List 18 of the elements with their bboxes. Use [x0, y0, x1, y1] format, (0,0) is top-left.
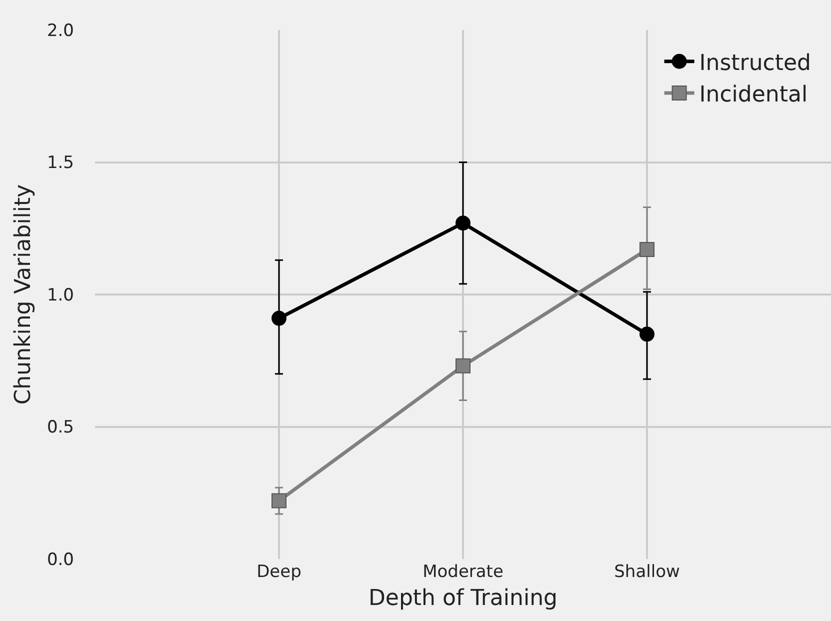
y-tick-label: 1.5 [46, 153, 74, 174]
y-axis-title: Chunking Variability [10, 184, 36, 405]
point [272, 310, 286, 326]
y-tick-label: 0.0 [46, 550, 74, 570]
x-tick-label: Shallow [614, 562, 680, 582]
y-tick-label: 0.5 [46, 418, 74, 438]
point [640, 242, 654, 258]
point [456, 358, 470, 374]
point [272, 493, 286, 508]
x-tick-label: Moderate [422, 562, 504, 582]
legend-label: Instructed [699, 50, 812, 76]
point [456, 216, 470, 231]
y-tick-label: 2.0 [46, 20, 74, 41]
x-tick-label: Deep [256, 562, 302, 582]
y-tick-label: 1.0 [46, 285, 74, 306]
legend-label: Incidental [699, 82, 808, 108]
point [640, 326, 654, 342]
x-axis-title: Depth of Training [368, 586, 558, 611]
